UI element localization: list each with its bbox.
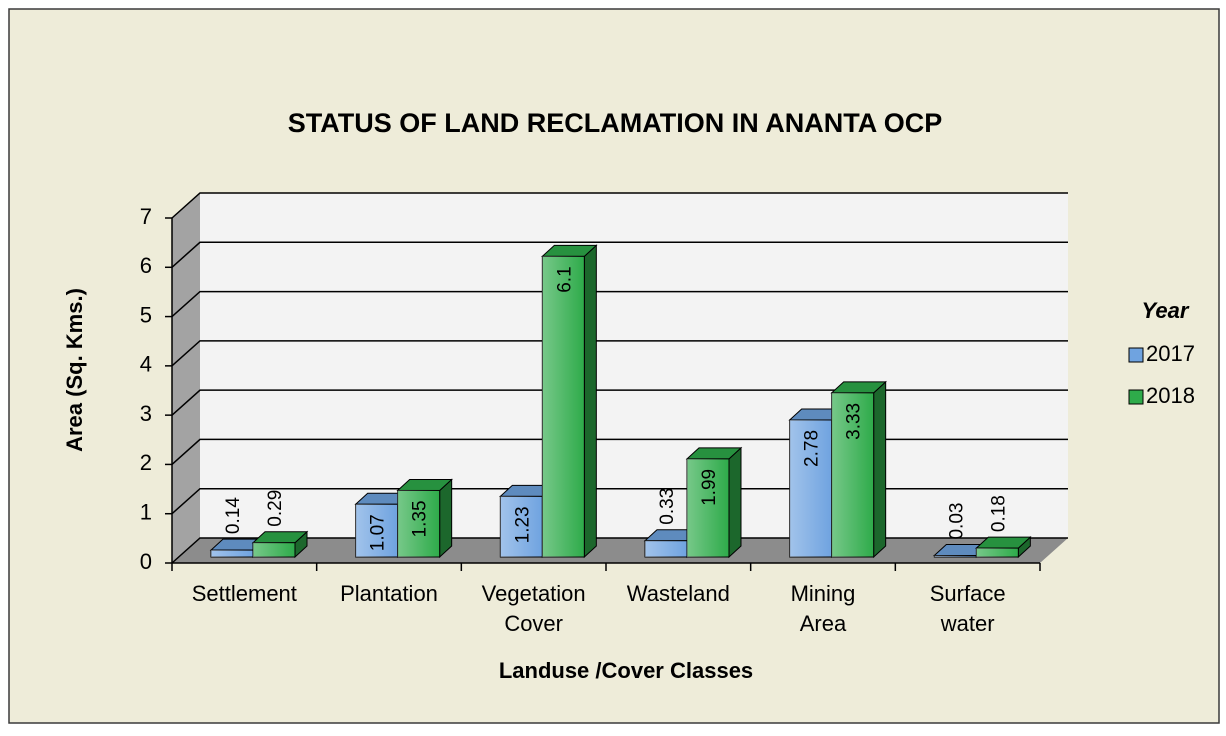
data-label: 0.03 [946, 503, 967, 540]
grid-line [171, 487, 1068, 515]
data-label: 2.78 [802, 430, 823, 467]
bar-shine [397, 490, 440, 557]
y-axis-title: Area (Sq. Kms.) [62, 288, 87, 452]
y-tick-label: 0 [140, 549, 152, 574]
data-label: 1.35 [410, 500, 431, 537]
bar-side [583, 244, 597, 559]
data-label: 0.14 [223, 497, 244, 534]
grid-line [171, 389, 1068, 416]
bar-shine [500, 496, 543, 557]
y-tick-label: 7 [140, 204, 152, 229]
legend-label: 2017 [1146, 341, 1195, 366]
grid-line [171, 340, 1068, 367]
data-label: 0.29 [265, 490, 286, 527]
y-tick-label: 5 [140, 302, 152, 327]
side-wall [172, 193, 200, 563]
chart-title: STATUS OF LAND RECLAMATION IN ANANTA OCP [288, 108, 942, 138]
bar-shine [976, 548, 1019, 557]
bar-shine [211, 550, 253, 557]
bar-side [873, 380, 887, 559]
y-tick-label: 1 [140, 500, 152, 525]
grid-line [171, 438, 1068, 465]
data-label: 0.18 [988, 495, 1009, 532]
y-tick-label: 4 [140, 352, 152, 377]
x-tick-label: Vegetation Cover [482, 581, 586, 636]
x-tick-label: Wasteland [627, 581, 730, 606]
x-tick-label: Settlement [192, 581, 297, 606]
data-label: 1.99 [699, 469, 720, 506]
y-tick-label: 3 [140, 401, 152, 426]
grid-line [171, 537, 1068, 564]
y-tick-label: 6 [140, 253, 152, 278]
bar-shine [934, 555, 977, 557]
bar-shine [789, 419, 832, 557]
bar-shine [355, 504, 398, 557]
data-label: 1.07 [368, 514, 389, 551]
data-label: 3.33 [844, 403, 865, 440]
y-tick-label: 2 [140, 450, 152, 475]
bar-shine [253, 542, 295, 557]
x-axis-title: Landuse /Cover Classes [499, 658, 753, 683]
data-label: 0.33 [657, 488, 678, 525]
bar-shine [831, 392, 874, 557]
bar-shine [645, 540, 687, 557]
bar-shine [687, 458, 729, 557]
grid-line [171, 241, 1068, 268]
legend-title: Year [1142, 298, 1190, 323]
data-label: 6.1 [554, 266, 575, 292]
x-tick-label: Mining Area [791, 581, 856, 636]
legend-swatch [1128, 389, 1144, 405]
legend-label: 2018 [1146, 383, 1195, 408]
x-tick-label: Plantation [340, 581, 438, 606]
grid-line [171, 192, 1068, 219]
data-label: 1.23 [512, 506, 533, 543]
grid-line [171, 290, 1068, 318]
bar-side [728, 446, 742, 559]
bar-shine [542, 256, 585, 557]
back-wall [200, 193, 1068, 538]
legend-swatch [1128, 347, 1144, 363]
x-tick-label: Surface water [930, 581, 1006, 636]
bar-side [439, 478, 453, 559]
